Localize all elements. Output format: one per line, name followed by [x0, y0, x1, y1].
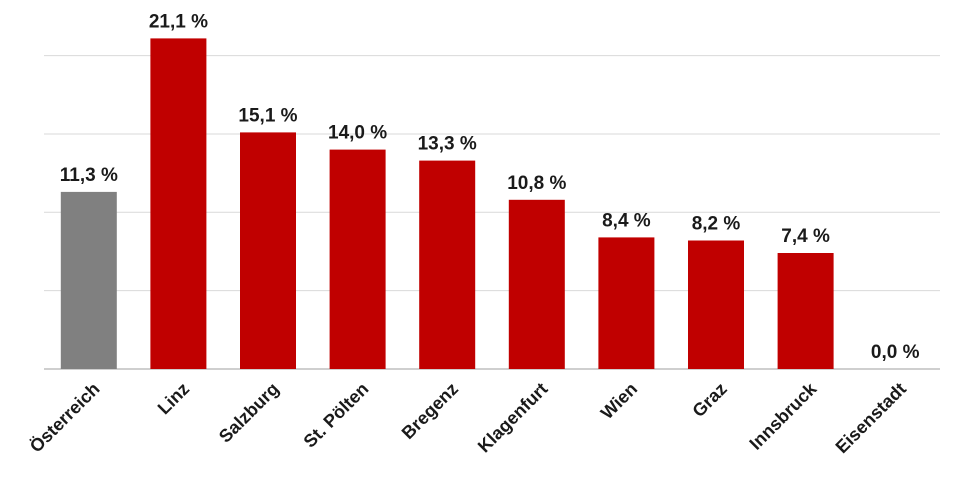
- value-label-4: 13,3 %: [418, 134, 477, 155]
- bar-0: [60, 191, 117, 369]
- value-label-1: 21,1 %: [149, 11, 208, 32]
- value-label-9: 0,0 %: [871, 342, 920, 363]
- category-label-7: Graz: [688, 379, 730, 421]
- bar-4: [419, 160, 476, 369]
- category-label-6: Wien: [597, 379, 641, 423]
- bar-5: [508, 199, 565, 369]
- category-label-8: Innsbruck: [745, 378, 821, 454]
- category-label-4: Bregenz: [398, 379, 462, 443]
- value-label-2: 15,1 %: [238, 105, 297, 126]
- bars: [60, 38, 834, 370]
- category-label-1: Linz: [154, 379, 194, 419]
- value-label-0: 11,3 %: [60, 165, 118, 186]
- value-label-3: 14,0 %: [328, 123, 387, 144]
- category-label-3: St. Pölten: [300, 379, 373, 452]
- bar-3: [329, 149, 386, 369]
- value-labels: 11,3 % 21,1 % 15,1 % 14,0 % 13,3 % 10,8 % 8,4 …: [60, 11, 920, 363]
- bar-7: [688, 240, 744, 369]
- category-labels: Österreich Linz Salzburg St. Pölten Bregenz K…: [26, 378, 910, 457]
- value-label-8: 7,4 %: [781, 226, 830, 247]
- bar-6: [598, 237, 655, 369]
- category-label-0: Österreich: [26, 379, 104, 457]
- bar-8: [777, 253, 834, 369]
- category-label-2: Salzburg: [215, 379, 283, 447]
- value-label-6: 8,4 %: [602, 210, 651, 231]
- value-label-5: 10,8 %: [507, 173, 566, 194]
- bar-2: [240, 132, 296, 369]
- category-label-5: Klagenfurt: [474, 379, 552, 457]
- value-label-7: 8,2 %: [692, 214, 741, 235]
- bar-1: [150, 38, 207, 370]
- category-label-9: Eisenstadt: [832, 379, 911, 458]
